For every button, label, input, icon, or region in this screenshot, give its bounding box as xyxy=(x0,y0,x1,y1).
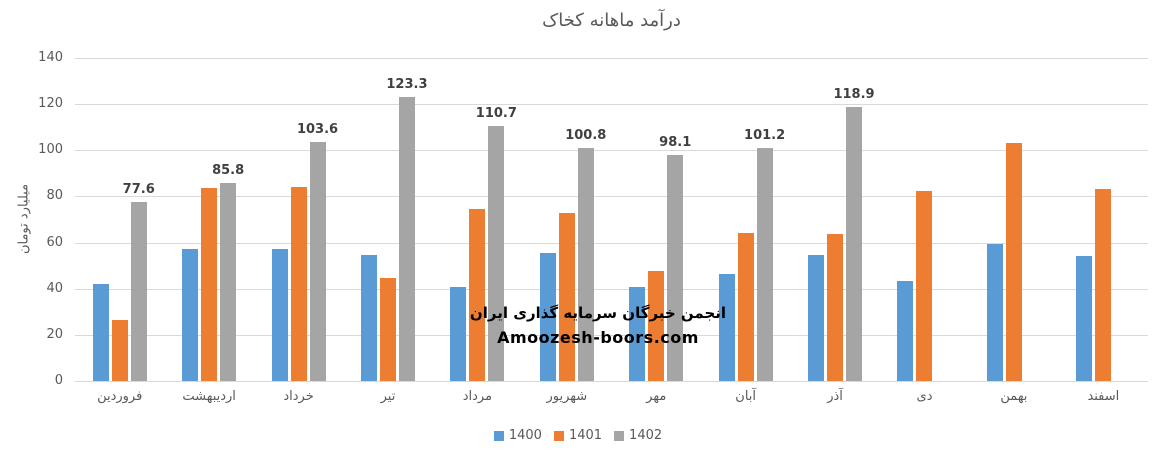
bar-1400-12 xyxy=(1076,256,1093,381)
x-label-8: آبان xyxy=(735,389,757,404)
bar-group-12 xyxy=(1059,58,1148,381)
data-label-1402-2: 85.8 xyxy=(212,163,245,178)
y-tick-120: 120 xyxy=(38,96,63,112)
data-label-1402-3: 103.6 xyxy=(296,122,339,137)
bar-1402-6: 100.8 xyxy=(565,128,606,381)
legend-swatch-1401 xyxy=(553,430,564,441)
bar-1402-9: 118.9 xyxy=(833,87,875,381)
y-tick-100: 100 xyxy=(38,142,63,158)
bar-1402-3: 103.6 xyxy=(297,122,338,381)
data-label-1402-1: 77.6 xyxy=(122,182,155,197)
bar-1400-11 xyxy=(986,244,1003,381)
legend-item-1402: 1402 xyxy=(614,428,662,443)
x-label-9: آذر xyxy=(827,389,843,404)
bar-group-6: 100.8 xyxy=(522,58,611,381)
x-label-10: دی xyxy=(916,389,933,404)
bar-group-10 xyxy=(880,58,969,381)
bar-1400-10 xyxy=(897,281,914,381)
bar-1400-7 xyxy=(629,287,646,381)
y-tick-40: 40 xyxy=(46,280,63,296)
bar-1401-11 xyxy=(1005,143,1022,381)
y-tick-80: 80 xyxy=(46,188,63,204)
bar-1401-5 xyxy=(469,209,486,381)
x-label-3: خرداد xyxy=(283,389,314,404)
bar-group-4: 123.3 xyxy=(343,58,432,381)
legend-swatch-1400 xyxy=(493,430,504,441)
y-tick-140: 140 xyxy=(38,50,63,65)
bar-1400-9 xyxy=(808,255,825,381)
x-label-1: فروردین xyxy=(97,389,143,404)
bar-group-9: 118.9 xyxy=(790,58,879,381)
legend-item-1401: 1401 xyxy=(553,428,603,443)
bar-1401-12 xyxy=(1095,189,1112,381)
data-label-1402-4: 123.3 xyxy=(386,77,428,92)
legend-label-1401: 1401 xyxy=(568,428,603,443)
y-tick-20: 20 xyxy=(46,326,63,342)
data-label-1402-9: 118.9 xyxy=(833,87,875,102)
y-axis-tick-labels: 0 20 40 60 80 100 120 140 xyxy=(0,50,63,388)
bar-1401-6 xyxy=(558,213,575,381)
bar-1400-1 xyxy=(92,284,109,381)
x-axis-labels: فروردین اردیبهشت خرداد تیر مرداد شهریور مهر آبا… xyxy=(75,389,1148,409)
plot-area: 77.6 85.8 103.6 123.3 110.7 100.8 98.1 101.2 118… xyxy=(75,58,1148,382)
bar-1402-2: 85.8 xyxy=(212,163,244,381)
bar-1401-8 xyxy=(737,233,754,381)
bar-1402-1: 77.6 xyxy=(123,182,155,381)
bar-group-1: 77.6 xyxy=(75,58,164,381)
legend-label-1400: 1400 xyxy=(508,428,542,443)
gridline-60 xyxy=(75,242,1148,244)
legend-item-1400: 1400 xyxy=(493,428,542,443)
bar-1401-1 xyxy=(111,320,128,381)
bar-1400-5 xyxy=(450,287,467,381)
bar-1401-7 xyxy=(648,271,665,381)
bar-group-2: 85.8 xyxy=(164,58,253,381)
bar-1402-4: 123.3 xyxy=(386,77,428,381)
bar-group-11 xyxy=(969,58,1058,381)
bar-1400-6 xyxy=(539,253,556,381)
data-label-1402-8: 101.2 xyxy=(744,128,786,143)
bar-1400-3 xyxy=(271,249,288,381)
gridline-80 xyxy=(75,196,1148,198)
bar-1402-5: 110.7 xyxy=(476,106,517,381)
bar-1401-3 xyxy=(290,187,307,381)
data-label-1402-7: 98.1 xyxy=(659,135,692,150)
gridline-140 xyxy=(75,58,1148,59)
bar-group-3: 103.6 xyxy=(254,58,343,381)
bar-1402-7: 98.1 xyxy=(659,135,691,381)
bar-1401-2 xyxy=(201,188,218,381)
bar-group-8: 101.2 xyxy=(701,58,790,381)
gridline-100 xyxy=(75,150,1148,152)
bar-group-5: 110.7 xyxy=(433,58,522,381)
data-label-1402-6: 100.8 xyxy=(565,128,607,143)
x-label-7: مهر xyxy=(646,389,667,404)
legend-swatch-1402 xyxy=(614,430,625,441)
x-label-5: مرداد xyxy=(462,389,493,404)
bar-1401-9 xyxy=(827,234,844,381)
x-label-6: شهریور xyxy=(546,389,588,404)
bar-1401-4 xyxy=(379,278,396,381)
bar-1400-8 xyxy=(718,274,735,381)
gridline-120 xyxy=(75,104,1148,106)
bar-1400-4 xyxy=(360,255,377,381)
x-label-11: بهمن xyxy=(1000,389,1028,404)
data-label-1402-5: 110.7 xyxy=(475,106,517,121)
bar-1400-2 xyxy=(182,249,199,381)
legend: 1400 1401 1402 xyxy=(0,428,1156,443)
chart-title: درآمد ماهانه کخاک xyxy=(542,10,681,31)
gridline-20 xyxy=(75,334,1148,336)
y-tick-0: 0 xyxy=(54,373,63,388)
gridline-40 xyxy=(75,288,1148,290)
x-label-2: اردیبهشت xyxy=(182,389,236,404)
y-tick-60: 60 xyxy=(46,234,63,250)
bar-group-7: 98.1 xyxy=(612,58,701,381)
legend-label-1402: 1402 xyxy=(629,428,663,443)
x-label-12: اسفند xyxy=(1087,389,1120,404)
x-label-4: تیر xyxy=(380,389,396,404)
bar-1402-8: 101.2 xyxy=(744,128,785,381)
bar-1401-10 xyxy=(916,191,933,381)
